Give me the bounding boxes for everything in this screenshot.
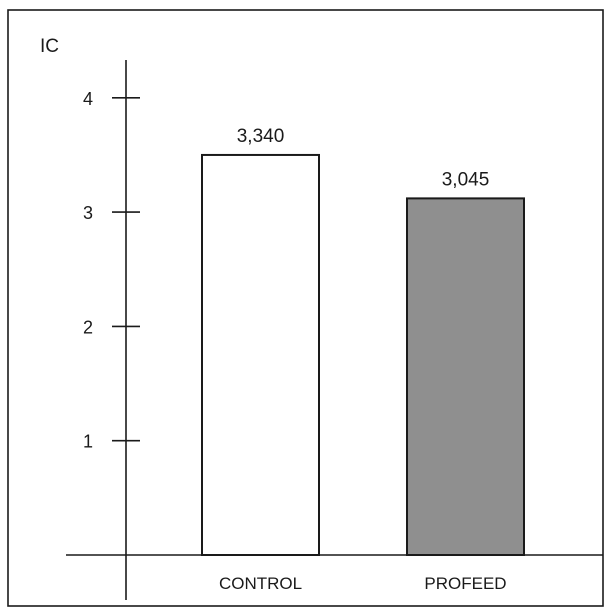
y-tick-label: 4 — [83, 89, 93, 109]
category-label: CONTROL — [219, 574, 302, 593]
y-tick-label: 3 — [83, 203, 93, 223]
y-tick-label: 2 — [83, 317, 93, 337]
y-tick-label: 1 — [83, 432, 93, 452]
y-axis-title: IC — [40, 36, 59, 57]
bar-control — [201, 153, 320, 556]
bar-profeed — [406, 197, 525, 556]
data-label: 3,340 — [237, 126, 285, 147]
category-label: PROFEED — [424, 574, 506, 593]
data-label: 3,045 — [442, 169, 490, 190]
